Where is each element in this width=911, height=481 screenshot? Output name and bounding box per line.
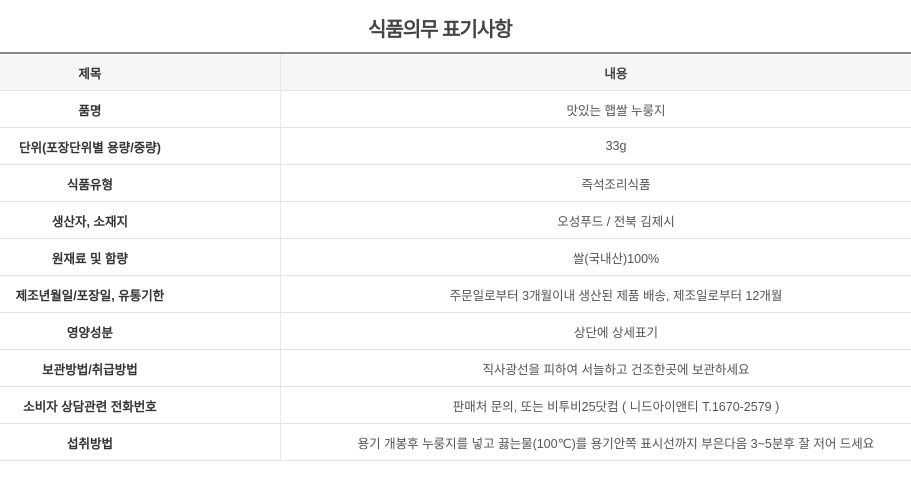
row-value-cell: 판매처 문의, 또는 비투비25닷컴 ( 니드아이앤티 T.1670-2579 … xyxy=(280,386,911,424)
row-value-cell: 상단에 상세표기 xyxy=(280,312,911,350)
table-row: 섭취방법 용기 개봉후 누룽지를 넣고 끓는물(100℃)를 용기안쪽 표시선까지… xyxy=(0,423,911,461)
row-value: 즉석조리식품 xyxy=(581,177,651,192)
row-value: 직사광선을 피하여 서늘하고 건조한곳에 보관하세요 xyxy=(482,362,750,377)
row-value: 오성푸드 / 전북 김제시 xyxy=(557,214,675,229)
table-header-row: 제목 내용 xyxy=(0,52,911,91)
row-label: 원재료 및 함량 xyxy=(52,251,128,266)
row-value-cell: 쌀(국내산)100% xyxy=(280,238,911,276)
row-label: 섭취방법 xyxy=(66,436,113,451)
row-label-cell: 원재료 및 함량 xyxy=(0,238,281,276)
row-label-cell: 소비자 상담관련 전화번호 xyxy=(0,386,281,424)
table-row: 식품유형 즉석조리식품 xyxy=(0,164,911,202)
table-row: 소비자 상담관련 전화번호 판매처 문의, 또는 비투비25닷컴 ( 니드아이앤티… xyxy=(0,386,911,424)
row-value-cell: 33g xyxy=(280,127,911,165)
row-value: 상단에 상세표기 xyxy=(574,325,658,340)
row-label-cell: 보관방법/취급방법 xyxy=(0,349,281,387)
row-label-cell: 식품유형 xyxy=(0,164,281,202)
row-label: 보관방법/취급방법 xyxy=(42,362,138,377)
row-label: 식품유형 xyxy=(66,177,113,192)
header-subject-label: 제목 xyxy=(78,66,102,81)
row-value-cell: 오성푸드 / 전북 김제시 xyxy=(280,201,911,239)
table-row: 보관방법/취급방법 직사광선을 피하여 서늘하고 건조한곳에 보관하세요 xyxy=(0,349,911,387)
row-label: 단위(포장단위별 용량/중량) xyxy=(19,140,161,155)
page-title: 식품의무 표기사항 xyxy=(368,19,513,41)
row-label-cell: 영양성분 xyxy=(0,312,281,350)
row-value: 판매처 문의, 또는 비투비25닷컴 ( 니드아이앤티 T.1670-2579 … xyxy=(452,399,780,414)
row-value: 용기 개봉후 누룽지를 넣고 끓는물(100℃)를 용기안쪽 표시선까지 부은다… xyxy=(357,436,875,451)
row-label: 소비자 상담관련 전화번호 xyxy=(23,399,157,414)
row-value-cell: 주문일로부터 3개월이내 생산된 제품 배송, 제조일로부터 12개월 xyxy=(280,275,911,313)
row-value: 쌀(국내산)100% xyxy=(572,251,660,266)
table-row: 영양성분 상단에 상세표기 xyxy=(0,312,911,350)
row-label: 생산자, 소재지 xyxy=(52,214,128,229)
table-row: 품명 맛있는 햅쌀 누룽지 xyxy=(0,90,911,128)
row-value: 33g xyxy=(605,139,627,153)
row-value: 맛있는 햅쌀 누룽지 xyxy=(566,103,666,118)
row-label: 품명 xyxy=(78,103,102,118)
row-value-cell: 용기 개봉후 누룽지를 넣고 끓는물(100℃)를 용기안쪽 표시선까지 부은다… xyxy=(280,423,911,461)
row-label: 영양성분 xyxy=(66,325,113,340)
row-value-cell: 맛있는 햅쌀 누룽지 xyxy=(280,90,911,128)
header-content: 내용 xyxy=(280,52,911,91)
header-content-label: 내용 xyxy=(604,66,628,81)
row-label-cell: 단위(포장단위별 용량/중량) xyxy=(0,127,281,165)
row-label-cell: 생산자, 소재지 xyxy=(0,201,281,239)
header-subject: 제목 xyxy=(0,52,281,91)
row-value: 주문일로부터 3개월이내 생산된 제품 배송, 제조일로부터 12개월 xyxy=(449,288,783,303)
table-row: 제조년월일/포장일, 유통기한 주문일로부터 3개월이내 생산된 제품 배송, 제… xyxy=(0,275,911,313)
row-label-cell: 섭취방법 xyxy=(0,423,281,461)
table-row: 생산자, 소재지 오성푸드 / 전북 김제시 xyxy=(0,201,911,239)
row-label-cell: 품명 xyxy=(0,90,281,128)
row-value-cell: 직사광선을 피하여 서늘하고 건조한곳에 보관하세요 xyxy=(280,349,911,387)
row-label-cell: 제조년월일/포장일, 유통기한 xyxy=(0,275,281,313)
row-label: 제조년월일/포장일, 유통기한 xyxy=(15,288,165,303)
row-value-cell: 즉석조리식품 xyxy=(280,164,911,202)
table-row: 원재료 및 함량 쌀(국내산)100% xyxy=(0,238,911,276)
table-row: 단위(포장단위별 용량/중량) 33g xyxy=(0,127,911,165)
